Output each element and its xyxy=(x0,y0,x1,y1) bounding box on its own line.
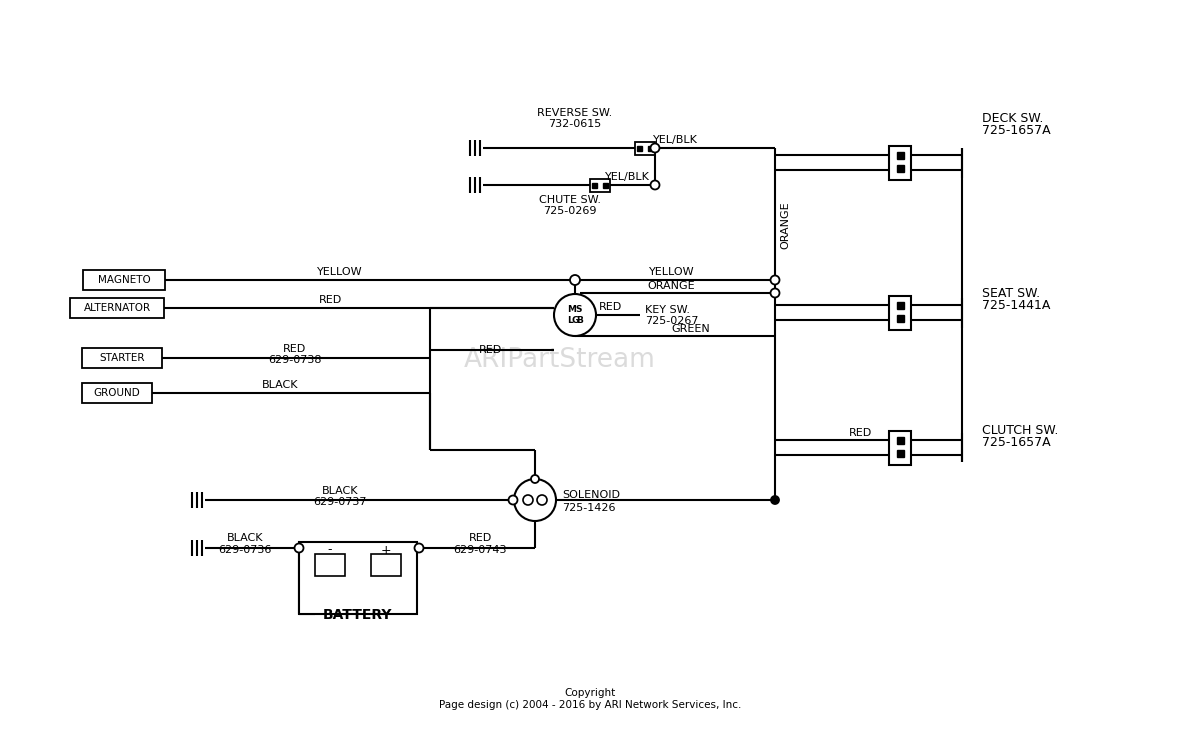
Text: SEAT SW.: SEAT SW. xyxy=(982,286,1040,300)
Text: SOLENOID: SOLENOID xyxy=(562,490,620,500)
Text: RED: RED xyxy=(283,344,307,354)
Text: +: + xyxy=(381,544,392,556)
Circle shape xyxy=(509,496,518,504)
Text: RED: RED xyxy=(468,533,492,543)
Text: 725-1657A: 725-1657A xyxy=(982,435,1050,448)
Text: BLACK: BLACK xyxy=(227,533,263,543)
Text: BLACK: BLACK xyxy=(262,380,299,390)
Text: B: B xyxy=(577,316,583,324)
Text: 629-0743: 629-0743 xyxy=(453,545,506,555)
Bar xyxy=(897,315,904,322)
Circle shape xyxy=(771,276,780,284)
Text: GROUND: GROUND xyxy=(93,388,140,398)
Bar xyxy=(897,302,904,309)
Text: ALTERNATOR: ALTERNATOR xyxy=(84,303,151,313)
Bar xyxy=(889,296,911,330)
Text: YELLOW: YELLOW xyxy=(317,267,362,277)
Circle shape xyxy=(537,495,548,505)
Bar xyxy=(590,179,610,192)
Bar xyxy=(897,165,904,172)
Text: -: - xyxy=(328,544,333,556)
Bar xyxy=(81,383,152,403)
Text: YELLOW: YELLOW xyxy=(649,267,695,277)
Bar xyxy=(81,348,162,368)
Text: ARIPartStream: ARIPartStream xyxy=(464,347,656,373)
Text: KEY SW.: KEY SW. xyxy=(645,305,690,315)
Circle shape xyxy=(650,181,660,190)
Text: 629-0737: 629-0737 xyxy=(313,497,367,507)
Text: CHUTE SW.: CHUTE SW. xyxy=(539,195,601,205)
Text: 725-0267: 725-0267 xyxy=(645,316,699,326)
Text: RED: RED xyxy=(598,302,622,312)
Text: 725-1441A: 725-1441A xyxy=(982,298,1050,311)
Bar xyxy=(897,450,904,457)
Circle shape xyxy=(771,289,780,297)
Text: Page design (c) 2004 - 2016 by ARI Network Services, Inc.: Page design (c) 2004 - 2016 by ARI Netwo… xyxy=(439,700,741,710)
Bar xyxy=(897,152,904,159)
Text: YEL/BLK: YEL/BLK xyxy=(653,135,699,145)
Text: CLUTCH SW.: CLUTCH SW. xyxy=(982,424,1058,437)
Text: STARTER: STARTER xyxy=(99,353,145,363)
Text: ORANGE: ORANGE xyxy=(780,201,789,249)
Bar xyxy=(897,437,904,444)
Text: L: L xyxy=(568,316,572,324)
Text: RED: RED xyxy=(478,345,502,355)
Text: MS: MS xyxy=(568,305,583,313)
Text: YEL/BLK: YEL/BLK xyxy=(605,172,650,182)
Text: GREEN: GREEN xyxy=(671,324,710,334)
Text: REVERSE SW.: REVERSE SW. xyxy=(537,108,612,118)
Bar xyxy=(603,182,608,187)
Text: 732-0615: 732-0615 xyxy=(549,119,602,129)
Bar xyxy=(637,146,642,150)
Text: RED: RED xyxy=(848,428,872,438)
Text: BATTERY: BATTERY xyxy=(323,608,393,622)
Circle shape xyxy=(514,479,556,521)
Text: BLACK: BLACK xyxy=(322,486,359,496)
Circle shape xyxy=(650,144,660,152)
Circle shape xyxy=(414,544,424,553)
Circle shape xyxy=(570,275,581,285)
Text: RED: RED xyxy=(319,295,342,305)
Circle shape xyxy=(771,496,779,504)
Circle shape xyxy=(553,294,596,336)
Bar xyxy=(371,554,401,576)
Text: 725-1426: 725-1426 xyxy=(562,503,616,513)
Text: G: G xyxy=(571,316,578,324)
Text: DECK SW.: DECK SW. xyxy=(982,112,1043,125)
Bar xyxy=(648,146,653,150)
Bar xyxy=(315,554,345,576)
Circle shape xyxy=(295,544,303,553)
Text: Copyright: Copyright xyxy=(564,688,616,698)
Text: MAGNETO: MAGNETO xyxy=(98,275,150,285)
Bar xyxy=(592,182,597,187)
Circle shape xyxy=(531,475,539,483)
Text: 629-0738: 629-0738 xyxy=(268,355,322,365)
Bar xyxy=(635,141,655,155)
Text: 629-0736: 629-0736 xyxy=(218,545,271,555)
Text: ORANGE: ORANGE xyxy=(648,281,695,291)
Bar xyxy=(889,146,911,180)
Bar xyxy=(299,542,417,614)
Circle shape xyxy=(523,495,533,505)
Bar xyxy=(83,270,165,290)
Text: 725-1657A: 725-1657A xyxy=(982,123,1050,136)
Text: 725-0269: 725-0269 xyxy=(543,206,597,216)
Bar xyxy=(889,431,911,465)
Bar xyxy=(70,298,164,318)
